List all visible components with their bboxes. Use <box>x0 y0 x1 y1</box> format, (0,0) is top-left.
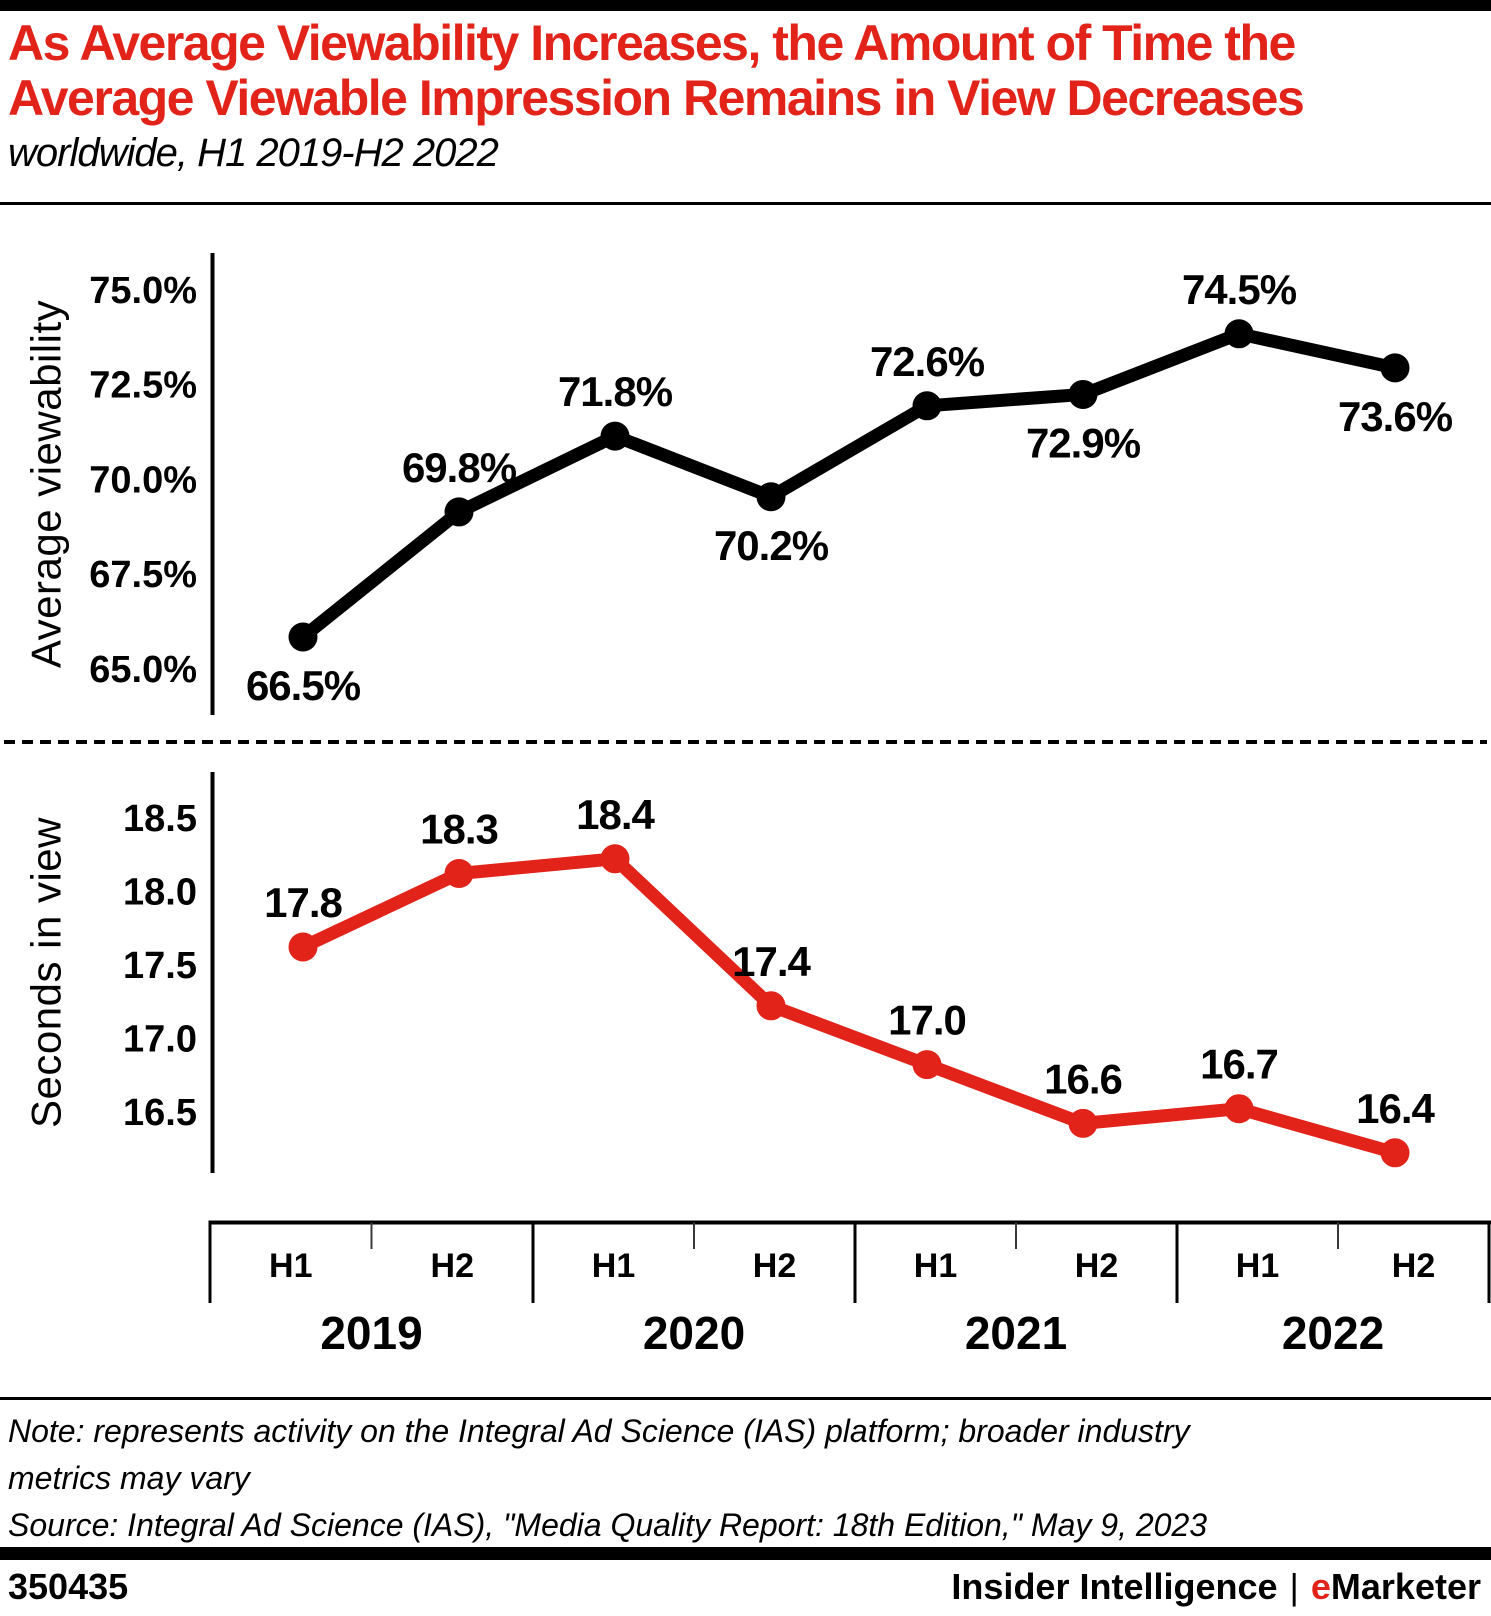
y-tick-label: 65.0% <box>89 649 197 691</box>
data-point <box>288 622 318 652</box>
y-axis-title: Average viewability <box>23 300 70 668</box>
data-point-label: 16.6 <box>1044 1055 1122 1102</box>
chart-id: 350435 <box>8 1566 129 1607</box>
data-point <box>444 497 474 527</box>
y-tick-label: 16.5 <box>123 1092 197 1134</box>
data-point <box>756 991 786 1021</box>
data-point-label: 72.6% <box>870 338 985 385</box>
data-point-label: 17.0 <box>888 997 966 1044</box>
y-tick-label: 72.5% <box>89 365 197 407</box>
data-point-label: 18.3 <box>420 806 498 853</box>
brand-insider-intelligence: Insider Intelligence <box>951 1566 1278 1607</box>
note-block: Note: represents activity on the Integra… <box>8 1408 1478 1549</box>
x-label-year: 2021 <box>965 1307 1067 1359</box>
data-point <box>288 932 318 962</box>
x-label-h1: H1 <box>269 1247 312 1285</box>
y-tick-label: 75.0% <box>89 270 197 312</box>
title-line-1: As Average Viewability Increases, the Am… <box>8 15 1296 71</box>
data-point-label: 71.8% <box>558 368 673 415</box>
note-line-1: Note: represents activity on the Integra… <box>8 1413 1190 1449</box>
data-point-label: 69.8% <box>402 444 517 491</box>
x-label-year: 2019 <box>320 1307 422 1359</box>
data-point <box>1380 353 1410 383</box>
y-tick-label: 17.0 <box>123 1019 197 1061</box>
data-point-label: 72.9% <box>1026 419 1141 466</box>
header-divider-rule <box>0 202 1491 205</box>
chart-seconds-in-view: Seconds in view 18.5 18.0 17.5 17.0 16.5 17.8 1… <box>23 772 1437 1173</box>
data-point <box>1068 379 1098 409</box>
data-point <box>912 1050 942 1080</box>
data-point <box>1068 1108 1098 1138</box>
x-label-year: 2022 <box>1282 1307 1384 1359</box>
y-axis-title: Seconds in view <box>23 817 70 1128</box>
x-label-h1: H1 <box>914 1247 957 1285</box>
source-line: Source: Integral Ad Science (IAS), "Medi… <box>8 1507 1208 1543</box>
data-point-label: 70.2% <box>714 522 829 569</box>
x-label-h2: H2 <box>1075 1247 1118 1285</box>
page-subtitle: worldwide, H1 2019-H2 2022 <box>8 131 499 175</box>
data-point-label: 16.4 <box>1356 1085 1435 1132</box>
dual-line-chart: Average viewability 75.0% 72.5% 70.0% 67.5% 6… <box>4 253 1491 1359</box>
data-point <box>444 859 474 888</box>
y-tick-label: 17.5 <box>123 945 197 987</box>
y-tick-label: 70.0% <box>89 459 197 501</box>
series-line <box>296 852 1402 1160</box>
x-label-h2: H2 <box>753 1247 796 1285</box>
x-label-h1: H1 <box>1236 1247 1279 1285</box>
data-point <box>1224 319 1254 349</box>
data-point <box>600 421 630 451</box>
note-line-2: metrics may vary <box>8 1460 250 1496</box>
data-point-label: 66.5% <box>246 662 361 709</box>
brand-emarketer-e: e <box>1310 1566 1331 1607</box>
data-point <box>600 844 630 874</box>
chart-average-viewability: Average viewability 75.0% 72.5% 70.0% 67.5% 6… <box>23 253 1454 715</box>
footer-black-bar <box>0 1547 1491 1560</box>
x-label-h1: H1 <box>592 1247 635 1285</box>
x-label-h2: H2 <box>1392 1247 1435 1285</box>
footer-row: 350435 Insider Intelligence | eMarketer <box>0 1563 1491 1611</box>
y-tick-label: 18.5 <box>123 798 197 840</box>
data-point <box>1224 1094 1254 1124</box>
note-divider-rule <box>0 1397 1491 1400</box>
data-point-label: 74.5% <box>1182 266 1297 313</box>
x-label-h2: H2 <box>431 1247 474 1285</box>
data-point <box>756 482 786 512</box>
top-black-bar <box>0 0 1491 11</box>
brand-emarketer-rest: Marketer <box>1330 1566 1481 1607</box>
data-point <box>1380 1138 1410 1168</box>
page-title: As Average Viewability Increases, the Am… <box>8 16 1486 126</box>
data-point-label: 17.8 <box>264 879 342 926</box>
y-tick-label: 18.0 <box>123 872 197 914</box>
x-label-year: 2020 <box>643 1307 745 1359</box>
data-point-label: 17.4 <box>732 938 811 985</box>
brand-separator: | <box>1289 1566 1299 1607</box>
data-point-label: 16.7 <box>1200 1041 1278 1088</box>
y-tick-label: 67.5% <box>89 554 197 596</box>
data-point-label: 73.6% <box>1338 393 1453 440</box>
title-line-2: Average Viewable Impression Remains in V… <box>8 70 1305 126</box>
data-point-label: 18.4 <box>576 791 655 838</box>
brand-logos: Insider Intelligence | eMarketer <box>951 1566 1481 1608</box>
series-line <box>296 327 1402 644</box>
data-point <box>912 391 942 421</box>
